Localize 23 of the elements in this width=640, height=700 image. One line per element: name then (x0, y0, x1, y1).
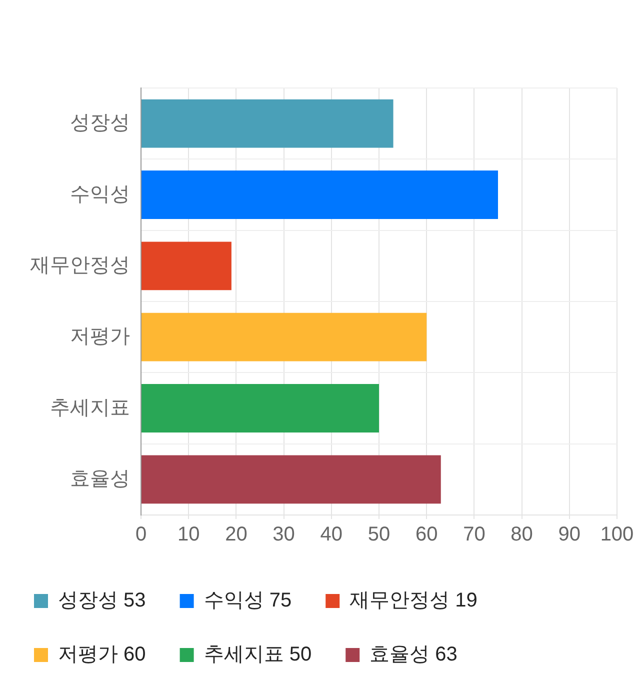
y-tick-label: 저평가 (70, 326, 130, 348)
x-tick-label: 10 (177, 524, 200, 546)
legend-label: 수익성 75 (204, 590, 292, 612)
x-tick-label: 80 (510, 524, 533, 546)
y-tick-label: 효율성 (70, 468, 130, 490)
x-tick-label: 20 (225, 524, 248, 546)
y-tick-label: 재무안정성 (30, 254, 130, 276)
x-tick-label: 50 (368, 524, 390, 546)
x-tick-label: 100 (600, 524, 634, 546)
x-tick-label: 40 (320, 524, 343, 546)
y-tick-label: 성장성 (70, 112, 130, 134)
legend-label: 효율성 63 (370, 644, 458, 666)
legend-label: 추세지표 50 (204, 644, 312, 666)
legend-label: 성장성 53 (58, 590, 146, 612)
legend-label: 재무안정성 19 (350, 590, 478, 612)
legend-label: 저평가 60 (58, 644, 146, 666)
x-tick-label: 30 (272, 524, 295, 546)
y-tick-label: 수익성 (70, 183, 130, 206)
y-tick-label: 추세지표 (50, 396, 130, 419)
x-tick-label: 60 (415, 524, 438, 546)
x-tick-label: 70 (463, 524, 486, 546)
x-tick-label: 0 (135, 524, 147, 546)
x-tick-label: 90 (558, 524, 581, 546)
